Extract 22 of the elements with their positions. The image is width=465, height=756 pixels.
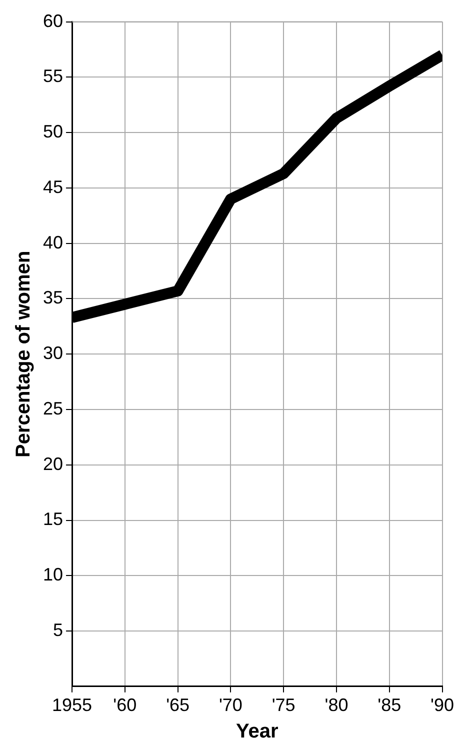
x-tick-label: '65 [166, 695, 190, 716]
x-tick-label: '60 [113, 695, 137, 716]
y-tick-label: 40 [42, 232, 64, 252]
y-tick-label: 10 [42, 564, 64, 585]
y-tick-label: 5 [53, 620, 64, 640]
y-tick-label: 60 [42, 10, 64, 31]
y-tick-label: 25 [42, 398, 64, 418]
y-tick-label: 20 [42, 454, 64, 474]
x-tick-label: '75 [272, 695, 296, 716]
x-tick-label: '90 [430, 695, 454, 716]
y-tick-label: 15 [42, 509, 64, 530]
x-tick-label: '80 [324, 695, 348, 716]
y-tick-label: 50 [42, 122, 64, 142]
y-tick-label: 55 [42, 66, 64, 86]
x-tick-label: '85 [378, 695, 402, 716]
x-tick-label: 1955 [52, 695, 92, 716]
y-axis-title: Percentage of women [12, 250, 35, 458]
y-tick-label: 30 [42, 343, 64, 364]
x-tick-label: '70 [218, 695, 242, 716]
x-axis-title: Year [236, 720, 278, 743]
y-tick-label: 35 [42, 288, 64, 308]
y-tick-label: 45 [42, 176, 64, 197]
